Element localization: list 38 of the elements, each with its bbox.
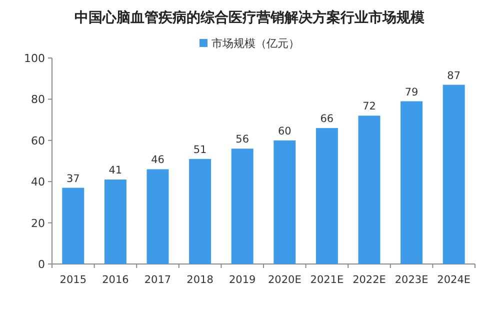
data-label: 51: [193, 144, 207, 156]
bar: [442, 84, 465, 264]
x-tick-label: 2020E: [268, 274, 302, 286]
x-tick-label: 2018: [186, 274, 214, 286]
data-label: 37: [66, 172, 80, 185]
data-label: 60: [278, 125, 292, 138]
bar: [62, 188, 84, 264]
y-tick-label: 20: [31, 216, 45, 230]
bar: [274, 140, 296, 264]
data-label: 46: [151, 154, 165, 166]
data-label: 66: [320, 113, 334, 126]
bar: [146, 169, 169, 264]
y-tick-label: 100: [24, 52, 45, 65]
y-tick-label: 60: [31, 134, 45, 148]
bar: [231, 148, 254, 264]
bar: [316, 128, 338, 264]
data-label: 41: [108, 164, 122, 177]
data-label: 87: [447, 70, 461, 82]
x-tick-label: 2023E: [394, 274, 428, 286]
y-tick-label: 40: [31, 176, 45, 189]
x-tick-label: 2019: [228, 274, 256, 286]
x-tick-label: 2022E: [352, 274, 386, 286]
bar: [400, 101, 423, 264]
data-label: 56: [236, 134, 250, 146]
bar: [104, 180, 126, 264]
bar: [358, 116, 380, 264]
x-tick-label: 2017: [144, 274, 172, 286]
legend-label: 市场规模（亿元）: [212, 37, 300, 50]
x-tick-label: 2024E: [437, 274, 471, 286]
x-tick-label: 2015: [60, 274, 87, 286]
data-label: 79: [404, 86, 418, 98]
y-tick-label: 80: [31, 93, 45, 106]
chart-title: 中国心脑血管疾病的综合医疗营销解决方案行业市场规模: [74, 9, 426, 26]
data-label: 72: [362, 100, 376, 113]
y-tick-label: 0: [38, 258, 45, 271]
x-tick-label: 2021E: [310, 274, 344, 286]
x-tick-label: 2016: [102, 274, 130, 286]
bar: [189, 158, 212, 264]
